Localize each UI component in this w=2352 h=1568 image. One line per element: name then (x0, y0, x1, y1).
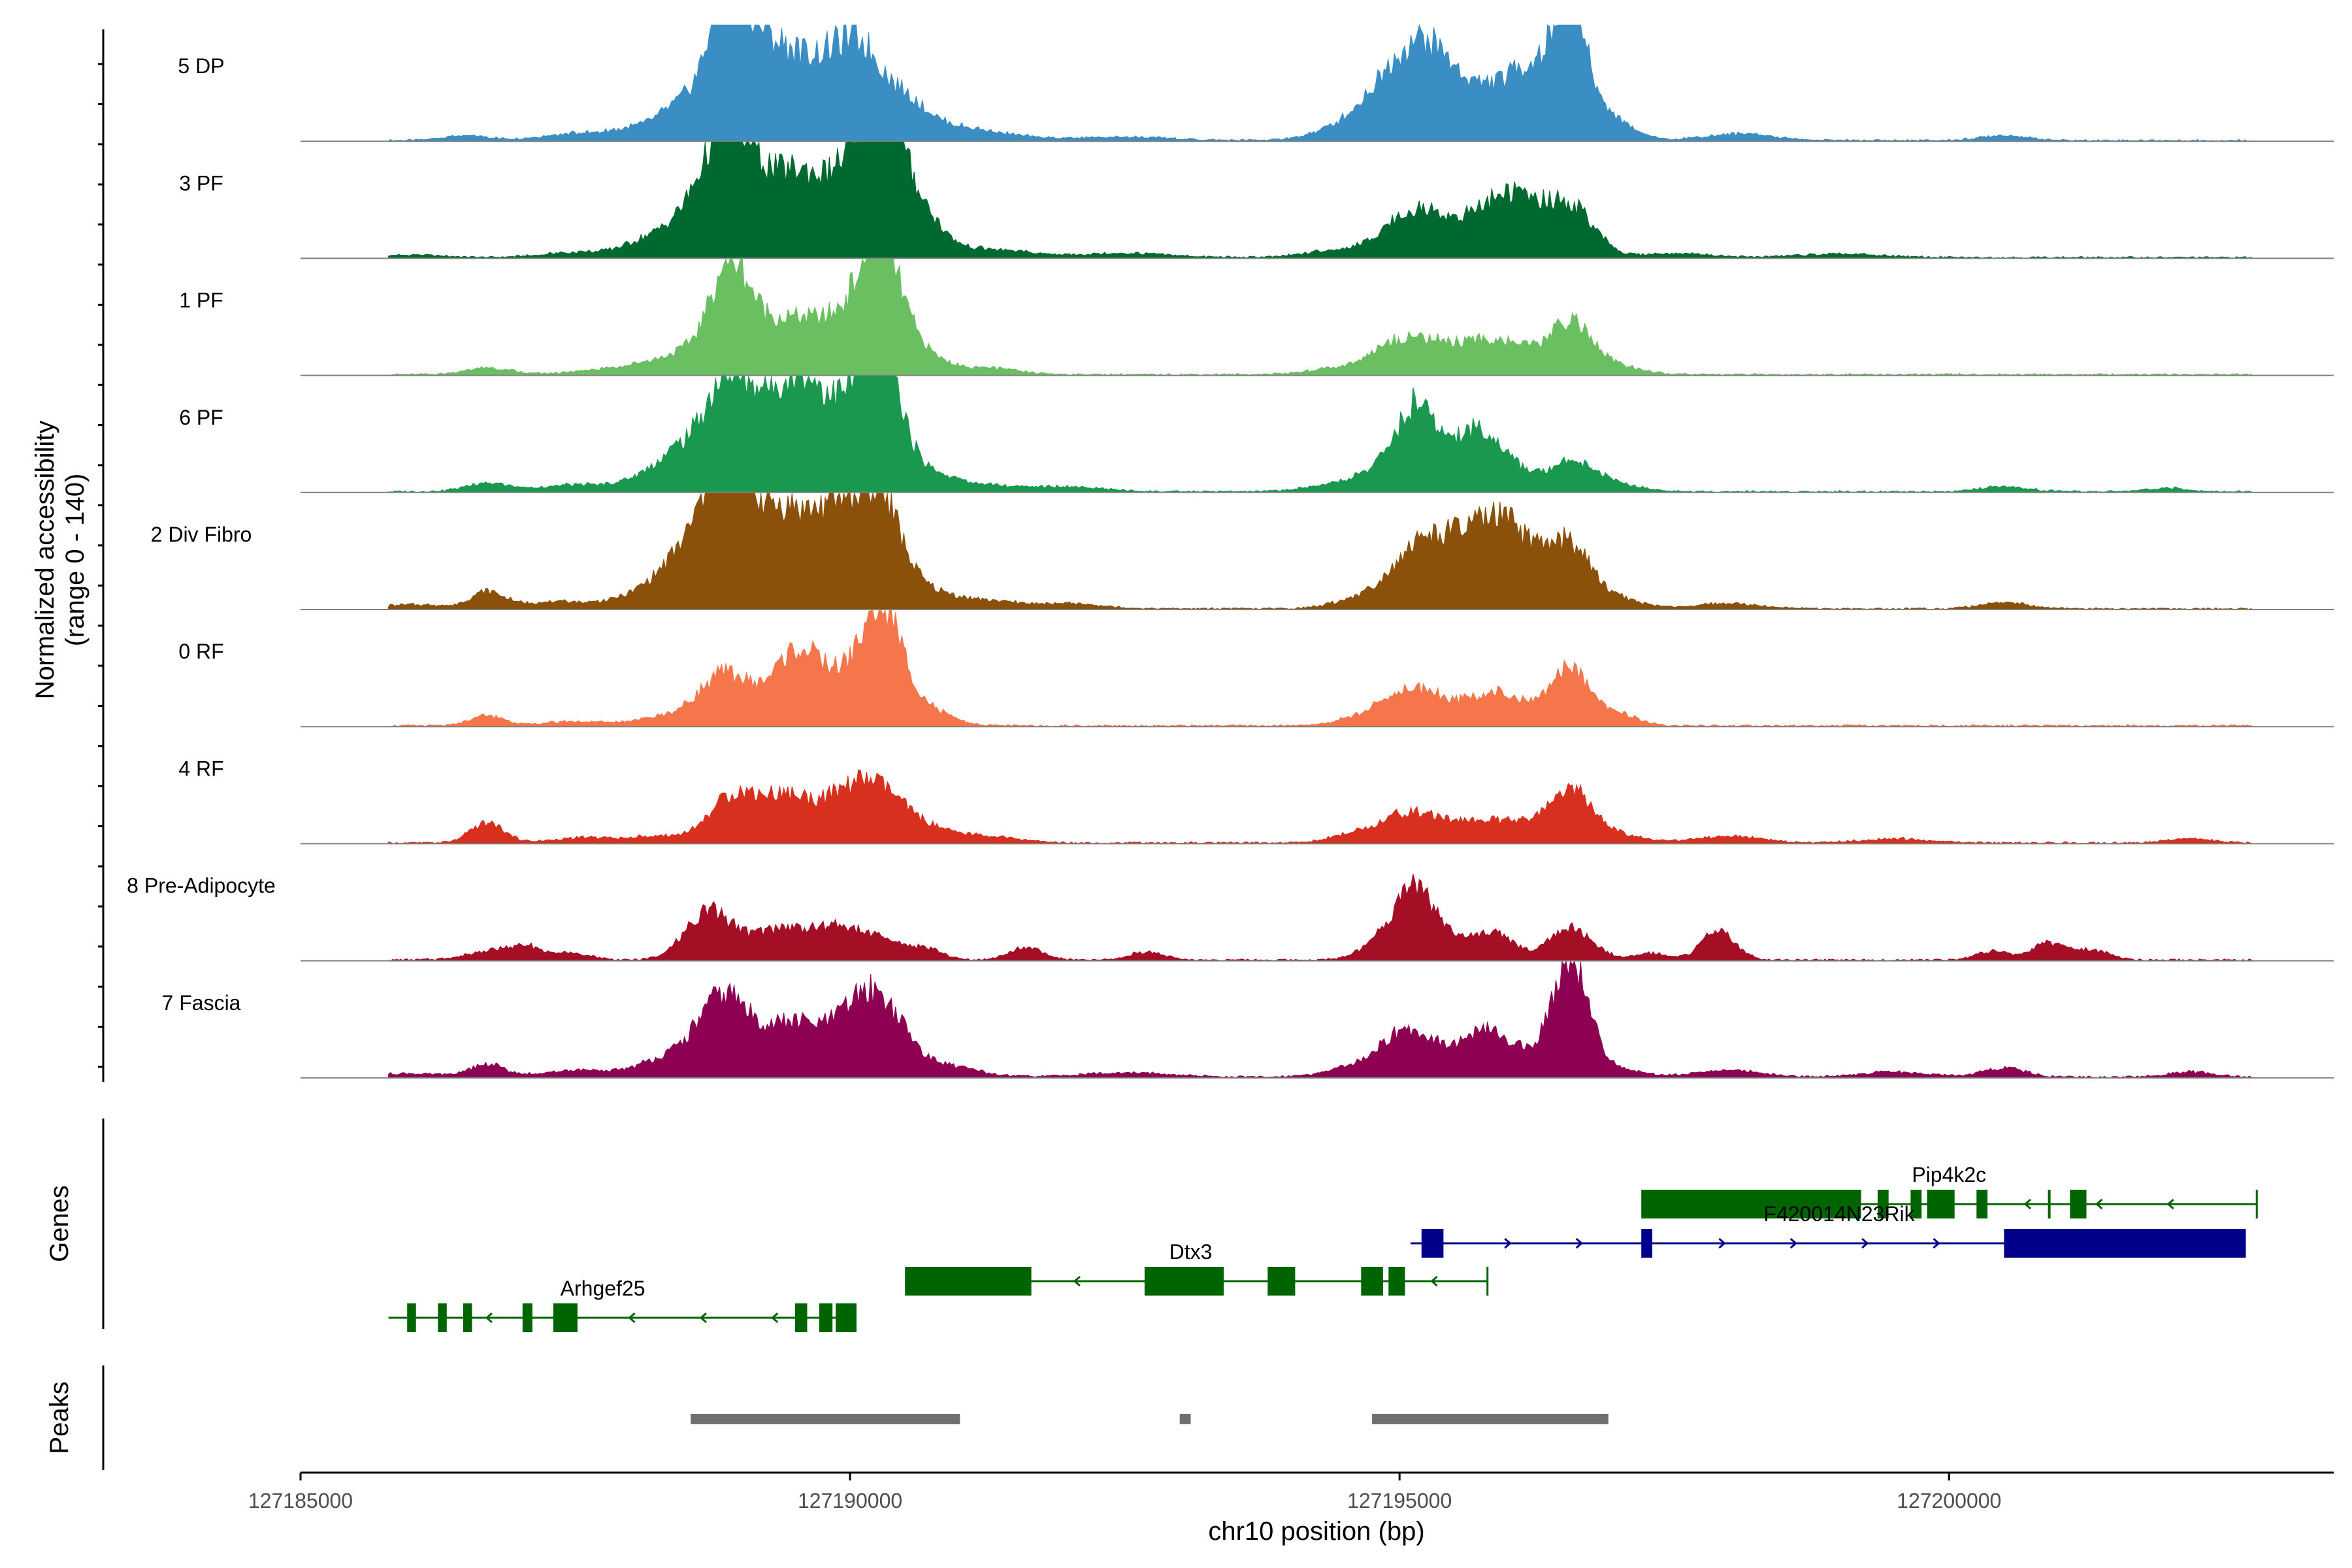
gene-pip4k2c: Pip4k2c (1641, 1163, 2258, 1218)
peak-region (1179, 1414, 1191, 1424)
track-8-pre-adipocyte: 8 Pre-Adipocyte (127, 874, 2334, 962)
peak-region (1372, 1414, 1609, 1424)
exon (1641, 1229, 1652, 1258)
exon (1144, 1267, 1224, 1296)
track-label-1-pf: 1 PF (179, 289, 223, 312)
exon (1976, 1190, 1988, 1218)
track-7-fascia: 7 Fascia (162, 960, 2334, 1079)
track-5-dp: 5 DP (178, 24, 2334, 142)
exon (1877, 1190, 1889, 1218)
peak-regions (691, 1414, 1609, 1424)
exon (1641, 1190, 1861, 1218)
coverage-area-2-div-fibro (388, 492, 2252, 610)
exon (1361, 1267, 1383, 1296)
track-4-rf: 4 RF (178, 757, 2334, 845)
strand-arrow (2023, 1198, 2031, 1210)
gene-label-arhgef25: Arhgef25 (561, 1277, 645, 1300)
strand-arrow (1073, 1275, 1081, 1287)
genes-axis-title: Genes (45, 1185, 74, 1262)
gene-dtx3: Dtx3 (905, 1240, 1489, 1296)
track-label-2-div-fibro: 2 Div Fibro (151, 523, 252, 546)
track-label-8-pre-adipocyte: 8 Pre-Adipocyte (127, 874, 276, 898)
peaks-axis-title: Peaks (45, 1381, 74, 1454)
exon (905, 1267, 1032, 1296)
coverage-y-axis-title-line2: (range 0 - 140) (61, 474, 90, 647)
coverage-area-6-pf (388, 375, 2252, 493)
exon (2004, 1229, 2246, 1258)
exon (1421, 1229, 1444, 1258)
exon (463, 1303, 472, 1332)
gene-models: Pip4k2c F420014N23Rik Dtx3 Arhgef25 (388, 1163, 2258, 1332)
x-tick-label: 127190000 (798, 1489, 902, 1512)
strand-arrow (1718, 1237, 1726, 1249)
x-tick-label: 127195000 (1347, 1489, 1452, 1512)
track-label-5-dp: 5 DP (178, 54, 224, 78)
track-2-div-fibro: 2 Div Fibro (151, 492, 2334, 610)
peaks-panel: Peaks (45, 1365, 1609, 1470)
x-axis-ticks: 127185000 127190000 127195000 127200000 (248, 1473, 2001, 1512)
strand-arrow (1430, 1275, 1438, 1287)
gene-label-dtx3: Dtx3 (1169, 1240, 1213, 1264)
coverage-area-4-rf (388, 770, 2252, 844)
exon (438, 1303, 447, 1332)
x-axis: 127185000 127190000 127195000 127200000 chr… (248, 1471, 2334, 1546)
track-label-6-pf: 6 PF (179, 406, 223, 429)
strand-arrow (485, 1312, 493, 1324)
coverage-area-8-pre-adipocyte (388, 874, 2252, 962)
coverage-area-3-pf (388, 141, 2252, 259)
x-axis-title: chr10 position (bp) (1208, 1517, 1424, 1546)
track-label-7-fascia: 7 Fascia (162, 991, 241, 1015)
track-1-pf: 1 PF (179, 257, 2334, 376)
track-3-pf: 3 PF (179, 141, 2334, 259)
exon (819, 1303, 833, 1332)
exon (795, 1303, 808, 1332)
exon (2070, 1190, 2087, 1218)
strand-arrow (771, 1312, 779, 1324)
strand-arrow (1575, 1237, 1583, 1249)
gene-label-pip4k2c: Pip4k2c (1912, 1163, 1986, 1186)
strand-arrow (1933, 1237, 1940, 1249)
exon (2048, 1190, 2051, 1218)
exon (1910, 1190, 1922, 1218)
strand-arrow (1861, 1237, 1869, 1249)
exon (1267, 1267, 1296, 1296)
x-tick-label: 127200000 (1897, 1489, 2001, 1512)
strand-arrow (628, 1312, 636, 1324)
gene-f420014n23rik: F420014N23Rik (1410, 1202, 2246, 1258)
exon (407, 1303, 416, 1332)
track-label-0-rf: 0 RF (178, 640, 223, 663)
x-tick-label: 127185000 (248, 1489, 353, 1512)
gene-label-f420014n23rik: F420014N23Rik (1763, 1202, 1915, 1226)
coverage-panel: 5 DP 3 PF 1 PF 6 PF 2 Div Fibro 0 RF 4 RF 8 Pre… (127, 24, 2334, 1079)
strand-arrow (1504, 1237, 1512, 1249)
exon (1927, 1190, 1955, 1218)
coverage-y-axis-title-line1: Normalized accessibility (31, 421, 59, 700)
exon (522, 1303, 532, 1332)
exon (1388, 1267, 1405, 1296)
coverage-y-axis (98, 29, 105, 1082)
gene-arhgef25: Arhgef25 (388, 1277, 857, 1332)
coverage-y-axis-ticks (98, 63, 103, 1068)
peak-region (691, 1414, 960, 1424)
coverage-area-0-rf (388, 609, 2252, 727)
track-6-pf: 6 PF (179, 375, 2334, 493)
strand-arrow (1789, 1237, 1798, 1249)
coverage-area-1-pf (388, 257, 2252, 376)
coverage-area-5-dp (387, 24, 2252, 142)
genes-panel: Genes Pip4k2c F420014N23Rik Dtx3 Arhgef25 (45, 1119, 2258, 1332)
strand-arrow (699, 1312, 707, 1324)
track-label-4-rf: 4 RF (178, 757, 223, 780)
track-0-rf: 0 RF (178, 609, 2334, 728)
track-label-3-pf: 3 PF (179, 171, 223, 195)
exon (553, 1303, 578, 1332)
coverage-area-7-fascia (388, 960, 2252, 1079)
strand-arrow (2166, 1198, 2174, 1210)
exon (836, 1303, 856, 1332)
strand-arrow (2095, 1198, 2103, 1210)
